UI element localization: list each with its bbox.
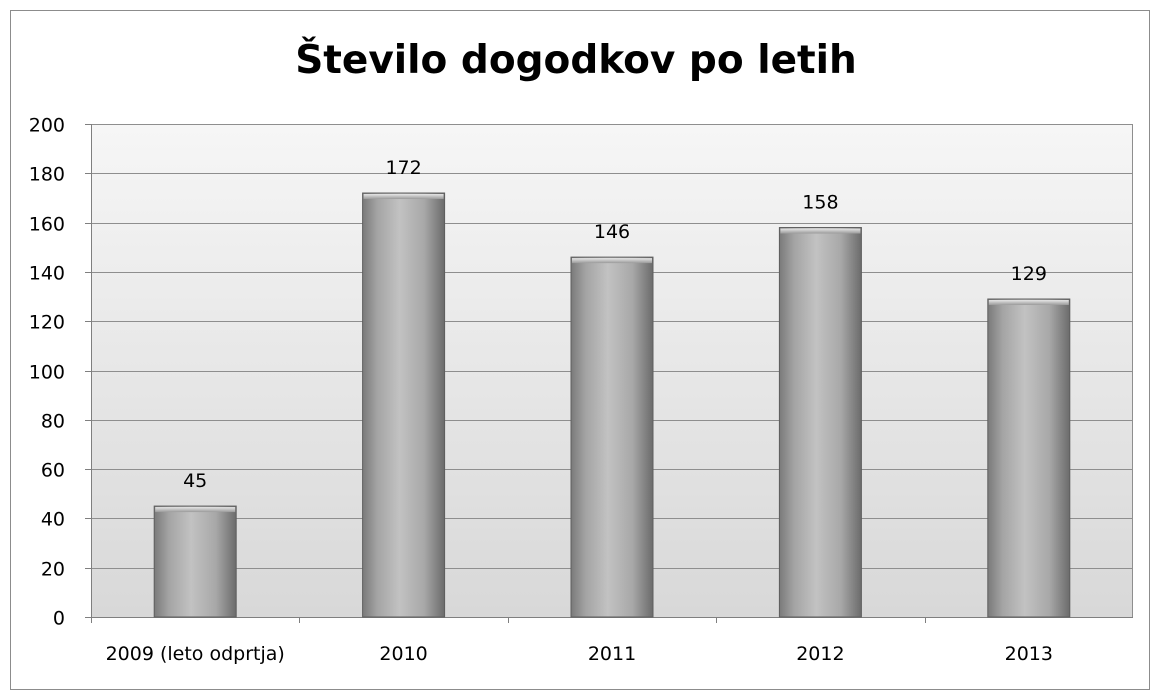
data-label: 146 — [594, 221, 630, 243]
bar-body — [987, 298, 1071, 618]
bar — [153, 505, 237, 618]
bar-top-bevel — [780, 228, 861, 234]
x-tick-label: 2009 (leto odprtja) — [106, 643, 285, 665]
data-label: 158 — [802, 192, 838, 214]
bar-body — [153, 505, 237, 618]
bar — [362, 192, 446, 618]
bar-body — [362, 192, 446, 618]
y-tick-label: 180 — [29, 164, 65, 186]
bar-top-bevel — [155, 507, 236, 513]
y-tick-label: 100 — [29, 362, 65, 384]
y-tick-label: 80 — [41, 411, 65, 433]
data-label: 129 — [1011, 263, 1047, 285]
bar-top-bevel — [363, 194, 444, 200]
x-tick-label: 2012 — [796, 643, 844, 665]
y-tick-label: 60 — [41, 460, 65, 482]
y-tick-label: 160 — [29, 214, 65, 236]
y-tick-label: 0 — [53, 608, 65, 630]
bar-body — [778, 227, 862, 618]
x-tick-label: 2011 — [588, 643, 636, 665]
bar-body — [570, 256, 654, 618]
chart-title: Število dogodkov po letih — [295, 38, 857, 83]
bar-top-bevel — [988, 300, 1069, 306]
y-tick-label: 200 — [29, 115, 65, 137]
x-tick-label: 2010 — [379, 643, 427, 665]
y-tick-label: 40 — [41, 509, 65, 531]
y-tick-label: 140 — [29, 263, 65, 285]
bar — [778, 227, 862, 618]
y-tick-label: 120 — [29, 312, 65, 334]
y-tick-label: 20 — [41, 559, 65, 581]
bar-top-bevel — [572, 258, 652, 264]
bar — [987, 298, 1071, 618]
data-label: 172 — [385, 157, 421, 179]
x-tick-label: 2013 — [1005, 643, 1053, 665]
bar — [570, 256, 654, 618]
data-label: 45 — [183, 470, 207, 492]
